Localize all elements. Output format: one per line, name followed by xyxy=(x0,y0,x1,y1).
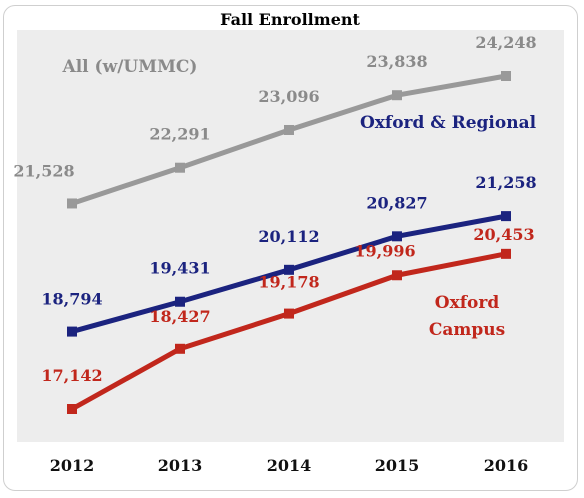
data-label-oxford-campus-2014: 19,178 xyxy=(258,273,319,292)
x-axis-ticks: 2012 2013 2014 2015 2016 xyxy=(50,456,529,475)
data-point-oxford-regional-2012 xyxy=(67,326,77,337)
x-tick-label-2015: 2015 xyxy=(375,456,420,475)
data-point-all-w-ummc-2016 xyxy=(501,71,511,81)
data-point-oxford-campus-2016 xyxy=(501,248,511,259)
data-point-all-w-ummc-2012 xyxy=(67,198,77,209)
plot-area xyxy=(17,30,564,442)
data-point-oxford-regional-2013 xyxy=(175,296,185,307)
data-label-oxford-regional-2013: 19,431 xyxy=(149,259,210,278)
data-label-oxford-regional-2016: 21,258 xyxy=(475,173,536,192)
data-label-oxford-regional-2012: 18,794 xyxy=(41,290,102,309)
x-tick-label-2016: 2016 xyxy=(484,456,529,475)
data-label-oxford-campus-2015: 19,996 xyxy=(354,241,415,260)
data-point-oxford-regional-2014 xyxy=(284,264,294,275)
data-point-oxford-regional-2015 xyxy=(392,231,402,242)
series-layer xyxy=(67,71,511,414)
series-name-all-w-ummc: All (w/UMMC) xyxy=(62,57,198,77)
data-point-oxford-campus-2013 xyxy=(175,343,185,354)
data-point-oxford-regional-2016 xyxy=(501,211,511,222)
series-name-oxford-regional: Oxford & Regional xyxy=(360,113,537,133)
data-label-all-w-ummc-2016: 24,248 xyxy=(475,33,536,52)
data-point-all-w-ummc-2014 xyxy=(284,124,294,135)
data-label-all-w-ummc-2014: 23,096 xyxy=(258,87,319,106)
x-tick-label-2012: 2012 xyxy=(50,456,95,475)
series-name-oxford-campus-line-2: Campus xyxy=(429,320,505,340)
chart-title: Fall Enrollment xyxy=(220,10,360,29)
x-tick-label-2014: 2014 xyxy=(267,456,312,475)
data-label-all-w-ummc-2013: 22,291 xyxy=(149,125,210,144)
data-label-oxford-regional-2014: 20,112 xyxy=(258,227,319,246)
data-label-all-w-ummc-2012: 21,528 xyxy=(13,161,74,180)
data-point-oxford-campus-2015 xyxy=(392,270,402,281)
data-label-all-w-ummc-2015: 23,838 xyxy=(366,52,427,71)
data-point-oxford-campus-2014 xyxy=(284,308,294,319)
data-point-oxford-campus-2012 xyxy=(67,404,77,414)
x-tick-label-2013: 2013 xyxy=(158,456,203,475)
data-labels-layer: 21,528 22,291 23,096 23,838 24,248 18,794 19,4… xyxy=(13,33,536,385)
data-point-all-w-ummc-2013 xyxy=(175,162,185,173)
data-label-oxford-campus-2012: 17,142 xyxy=(41,366,102,385)
data-label-oxford-regional-2015: 20,827 xyxy=(366,193,427,212)
series-names-layer: All (w/UMMC) Oxford & Regional Oxford Campu… xyxy=(62,57,537,340)
data-label-oxford-campus-2016: 20,453 xyxy=(473,225,534,244)
series-name-oxford-campus-line-1: Oxford xyxy=(435,293,500,313)
data-label-oxford-campus-2013: 18,427 xyxy=(149,307,210,326)
data-point-all-w-ummc-2015 xyxy=(392,90,402,101)
